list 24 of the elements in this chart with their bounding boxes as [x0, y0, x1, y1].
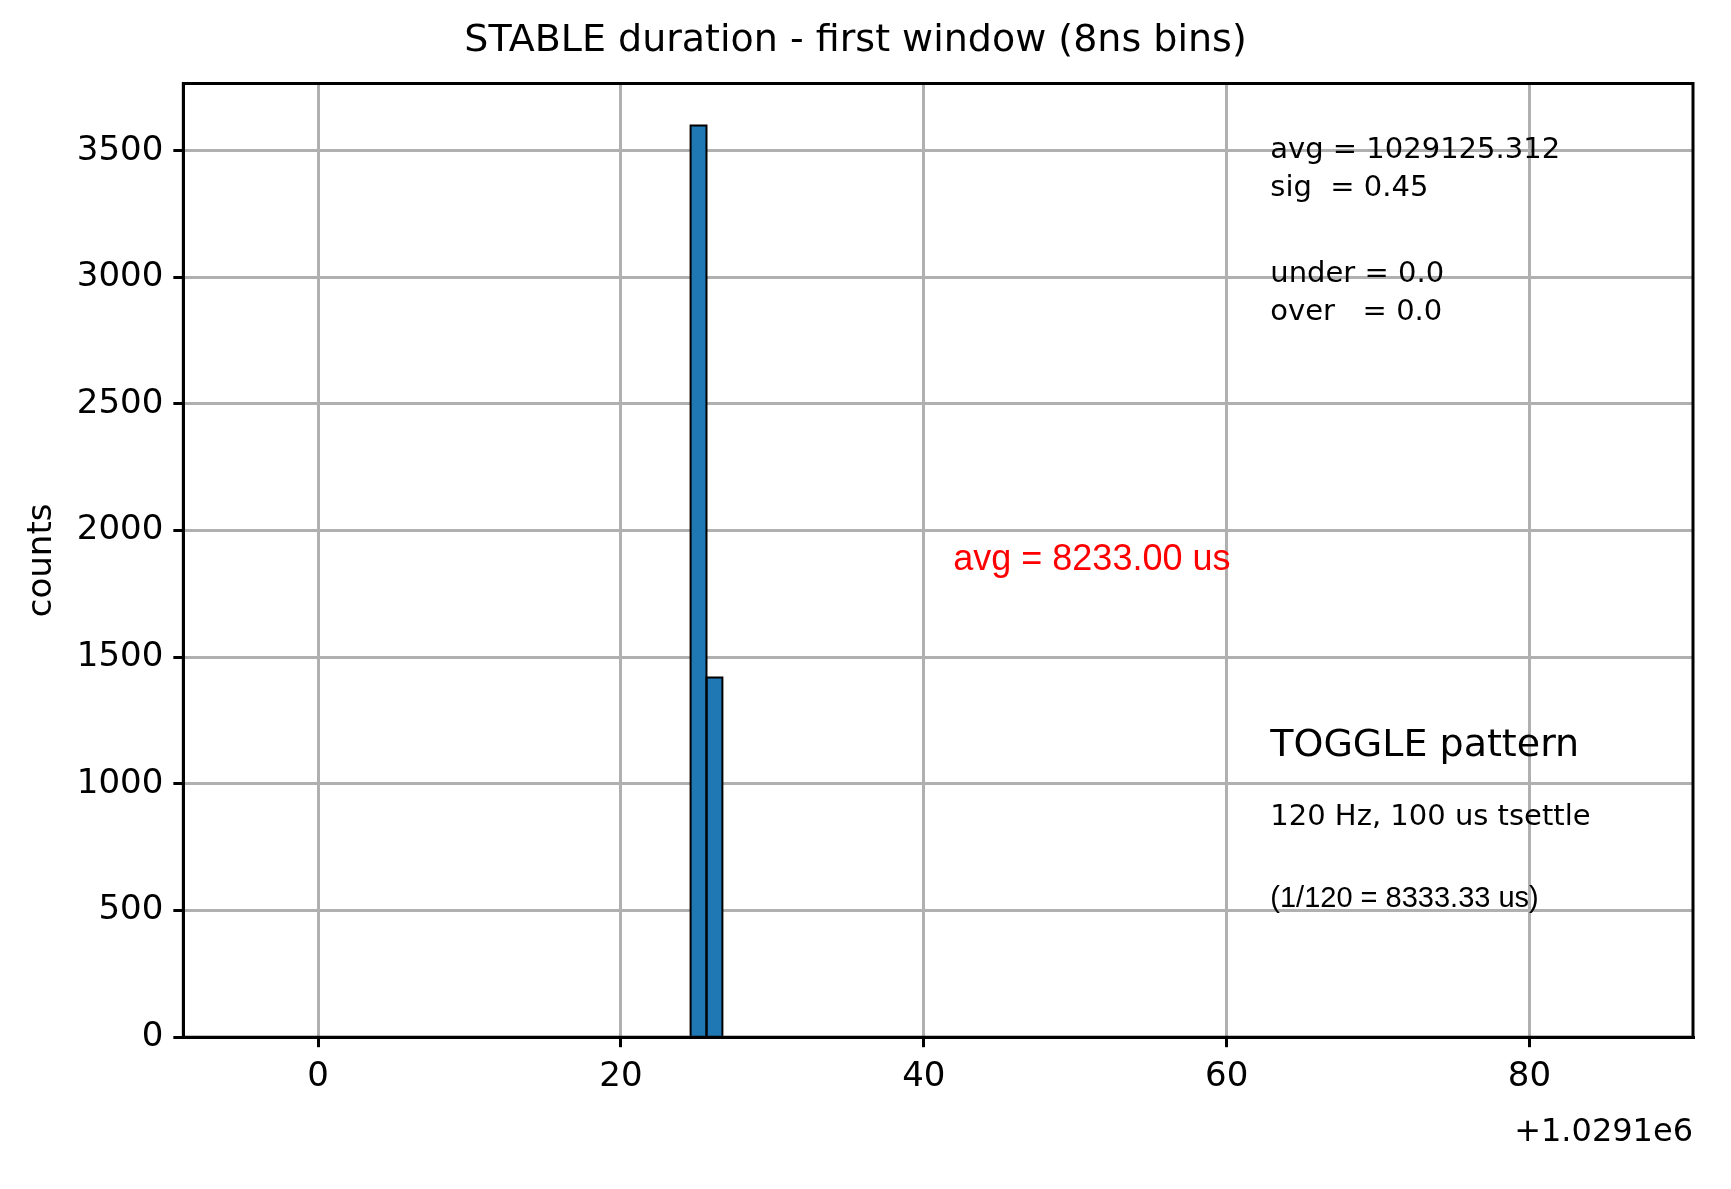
annotation: under = 0.0 [1270, 254, 1445, 289]
y-tick-label: 1500 [76, 634, 164, 675]
annotation: over = 0.0 [1270, 293, 1443, 327]
y-tick-label: 500 [98, 887, 164, 928]
annotation: 120 Hz, 100 us tsettle [1270, 798, 1591, 833]
y-tick-label: 2000 [76, 507, 164, 548]
x-tick-label: 0 [307, 1054, 329, 1095]
y-tick-label: 3000 [76, 254, 164, 295]
x-tick-label: 20 [599, 1054, 643, 1095]
text: +1.0291e6 [1514, 1110, 1693, 1149]
x-tick-label: 40 [902, 1054, 946, 1095]
annotation: sig = 0.45 [1270, 169, 1429, 204]
x-tick-label: 80 [1507, 1054, 1552, 1095]
annotation: avg = 8233.00 us [953, 537, 1231, 579]
y-tick-label: 0 [141, 1014, 164, 1055]
y-axis-title: counts [19, 503, 60, 618]
chart-title: STABLE duration - first window (8ns bins) [464, 15, 1247, 60]
annotation: TOGGLE pattern [1269, 721, 1580, 766]
x-tick-label: 60 [1204, 1054, 1249, 1095]
y-tick-label: 3500 [76, 127, 164, 168]
annotation: (1/120 = 8333.33 us) [1270, 880, 1539, 913]
y-tick-label: 1000 [76, 760, 164, 801]
y-tick-label: 2500 [76, 380, 164, 421]
annotation: avg = 1029125.312 [1270, 130, 1561, 165]
